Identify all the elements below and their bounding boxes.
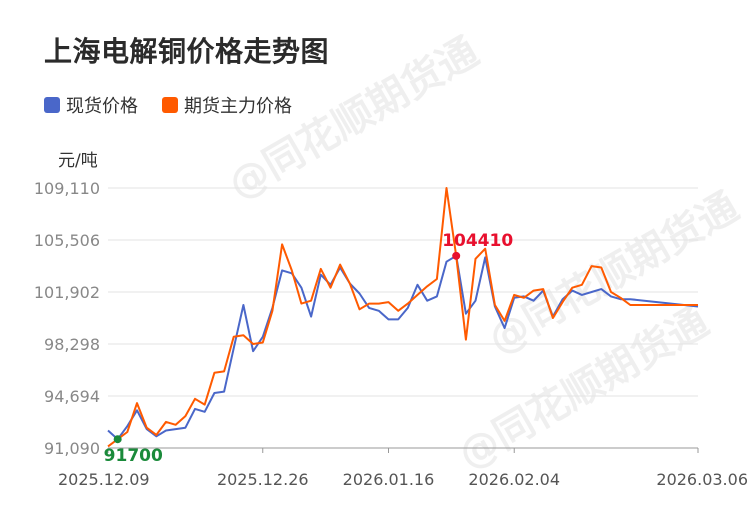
y-tick-label: 109,110 <box>34 179 100 198</box>
chart-title: 上海电解铜价格走势图 <box>44 35 330 68</box>
y-axis-unit: 元/吨 <box>58 151 98 171</box>
x-tick-label: 2025.12.09 <box>58 470 150 489</box>
x-tick-label: 2026.01.16 <box>343 470 435 489</box>
min-point-label: 91700 <box>104 446 163 466</box>
legend-label-futures: 期货主力价格 <box>184 96 292 117</box>
legend-label-spot: 现货价格 <box>66 96 138 117</box>
max-point-label: 104410 <box>442 231 513 251</box>
watermark-0: @同花顺期货通 <box>221 29 486 209</box>
x-tick-label: 2025.12.26 <box>217 470 309 489</box>
legend-swatch-futures <box>162 97 178 113</box>
y-tick-label: 98,298 <box>44 335 100 354</box>
x-tick-label: 2026.03.06 <box>656 470 748 489</box>
y-tick-label: 94,694 <box>44 387 100 406</box>
y-tick-label: 101,902 <box>34 283 100 302</box>
y-tick-label: 91,090 <box>44 439 100 458</box>
legend-swatch-spot <box>44 97 60 113</box>
legend-item-futures[interactable]: 期货主力价格 <box>162 92 292 118</box>
legend: 现货价格 期货主力价格 <box>44 92 316 118</box>
x-tick-label: 2026.02.04 <box>468 470 560 489</box>
max-point-marker <box>452 251 461 260</box>
series-line-1 <box>107 187 698 448</box>
y-tick-label: 105,506 <box>34 231 100 250</box>
legend-item-spot[interactable]: 现货价格 <box>44 92 138 118</box>
min-point-marker <box>113 435 122 444</box>
